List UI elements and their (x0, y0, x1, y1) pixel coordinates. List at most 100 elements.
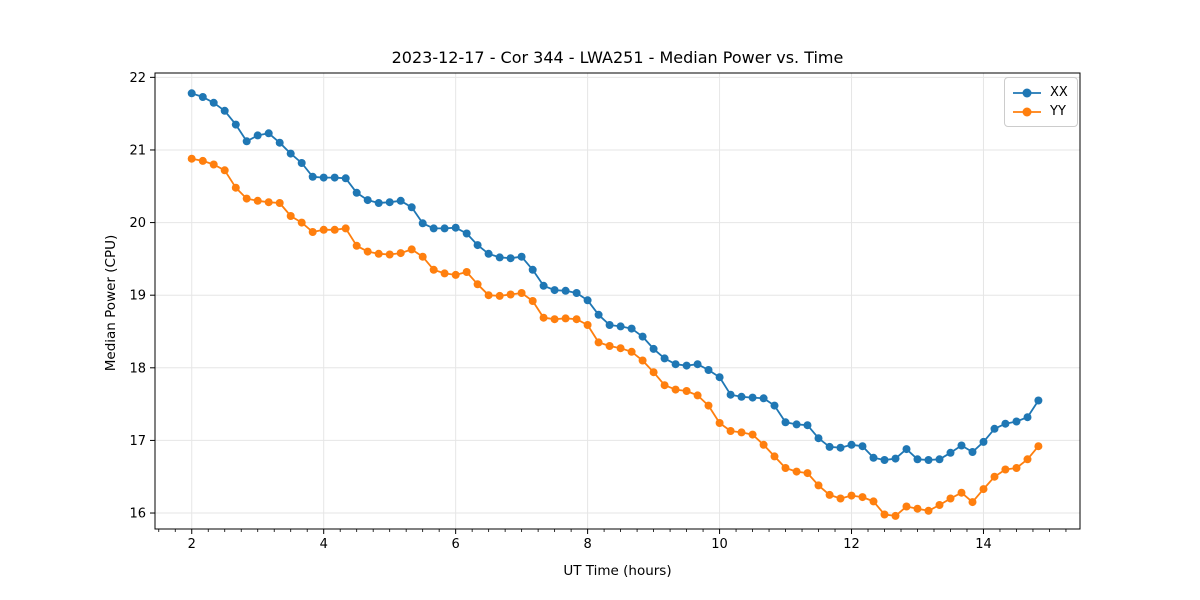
data-point-xx (374, 199, 383, 207)
data-point-xx (440, 224, 449, 233)
data-point-xx (341, 174, 350, 183)
data-point-xx (418, 219, 427, 228)
legend-label-xx: XX (1050, 85, 1068, 100)
data-point-xx (396, 196, 405, 205)
data-point-xx (935, 455, 944, 464)
data-point-xx (484, 249, 493, 258)
data-point-yy (253, 196, 262, 205)
data-point-xx (539, 281, 548, 290)
data-point-xx (946, 448, 955, 457)
data-point-xx (561, 286, 570, 295)
data-point-yy (924, 506, 933, 515)
data-point-xx (891, 454, 900, 463)
data-point-xx (517, 252, 526, 261)
data-point-xx (286, 149, 295, 158)
data-point-yy (726, 427, 735, 435)
data-point-yy (198, 156, 207, 165)
data-point-yy (264, 198, 273, 207)
x-tick-label: 12 (843, 537, 860, 552)
data-point-xx (363, 196, 372, 205)
data-point-xx (1034, 396, 1043, 405)
data-point-xx (858, 442, 867, 451)
data-point-yy (792, 467, 801, 476)
legend-label-yy: YY (1050, 104, 1066, 119)
data-point-xx (385, 198, 394, 207)
data-point-xx (330, 173, 339, 182)
data-point-xx (682, 361, 691, 370)
data-point-yy (407, 245, 416, 254)
x-tick-label: 6 (452, 537, 460, 552)
data-point-xx (407, 203, 416, 212)
data-point-xx (528, 265, 537, 274)
data-point-xx (264, 129, 273, 138)
x-tick-label: 4 (320, 537, 328, 552)
data-point-yy (660, 381, 669, 390)
data-point-yy (968, 498, 977, 507)
data-point-xx (253, 131, 262, 140)
data-point-xx (429, 224, 438, 233)
data-point-xx (726, 390, 735, 399)
data-point-yy (759, 440, 768, 449)
legend-line-sample-xx (1013, 88, 1041, 97)
data-point-yy (803, 469, 812, 478)
data-point-yy (671, 385, 680, 394)
y-tick-label: 16 (129, 507, 146, 522)
data-point-xx (473, 241, 482, 250)
data-point-xx (869, 453, 878, 462)
data-point-xx (1012, 417, 1021, 426)
data-point-yy (858, 493, 867, 502)
data-point-yy (517, 289, 526, 297)
data-point-yy (506, 290, 515, 299)
x-tick-label: 2 (188, 537, 196, 552)
data-point-yy (814, 481, 823, 490)
data-point-yy (935, 501, 944, 509)
data-point-xx (572, 289, 581, 297)
x-axis-label: UT Time (hours) (563, 563, 672, 579)
data-point-yy (748, 430, 757, 439)
data-point-xx (704, 366, 713, 374)
data-point-yy (1034, 442, 1043, 451)
data-point-yy (605, 342, 614, 350)
data-point-xx (638, 332, 647, 341)
data-point-yy (539, 313, 548, 322)
data-point-yy (957, 488, 966, 497)
y-tick-label: 22 (129, 71, 146, 86)
data-point-yy (1001, 465, 1010, 474)
data-point-yy (484, 291, 493, 300)
data-point-yy (891, 511, 900, 520)
data-point-yy (979, 485, 988, 494)
data-point-xx (792, 420, 801, 429)
series-line-xx (191, 92, 1040, 461)
data-point-xx (671, 360, 680, 369)
data-point-xx (297, 159, 306, 167)
data-point-yy (308, 228, 317, 236)
data-point-yy (297, 218, 306, 227)
data-point-xx (308, 172, 317, 181)
data-point-yy (286, 212, 295, 220)
data-point-xx (1023, 413, 1032, 422)
legend-item-xx: XX (1012, 83, 1069, 102)
data-point-xx (616, 322, 625, 331)
data-point-yy (451, 270, 460, 279)
data-point-yy (440, 269, 449, 278)
data-point-yy (946, 494, 955, 503)
data-point-xx (814, 434, 823, 443)
data-point-yy (418, 252, 427, 261)
data-point-yy (187, 154, 196, 163)
data-point-xx (990, 424, 999, 433)
data-point-yy (209, 160, 218, 169)
data-point-xx (660, 354, 669, 363)
data-point-xx (803, 421, 812, 430)
data-point-yy (990, 472, 999, 481)
data-point-xx (693, 360, 702, 369)
data-point-yy (825, 490, 834, 499)
data-point-yy (396, 249, 405, 258)
data-point-xx (979, 437, 988, 446)
data-point-xx (880, 456, 889, 464)
data-point-yy (847, 491, 856, 500)
y-tick-label: 19 (129, 289, 146, 304)
data-point-yy (429, 265, 438, 274)
data-point-yy (561, 314, 570, 323)
data-point-yy (385, 250, 394, 259)
data-point-xx (187, 89, 196, 98)
